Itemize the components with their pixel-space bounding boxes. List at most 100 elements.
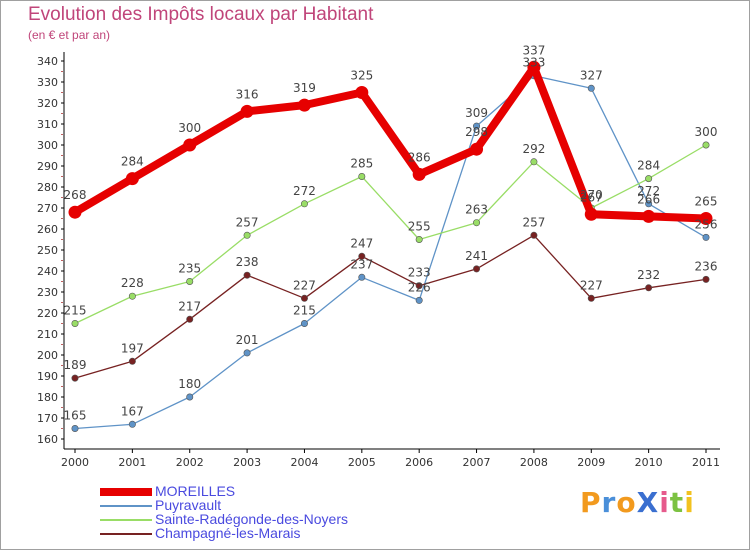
data-label-sainte-rad-gonde-des-noyers: 292 xyxy=(522,142,545,156)
y-tick-label: 200 xyxy=(37,349,58,362)
data-label-moreilles: 284 xyxy=(121,155,144,169)
data-label-champagn-les-marais: 217 xyxy=(178,299,201,313)
data-label-moreilles: 300 xyxy=(178,121,201,135)
x-tick-label: 2004 xyxy=(290,456,318,469)
data-point-moreilles xyxy=(125,172,139,186)
y-tick-label: 180 xyxy=(37,391,58,404)
data-label-sainte-rad-gonde-des-noyers: 285 xyxy=(350,157,373,171)
data-label-champagn-les-marais: 233 xyxy=(408,266,431,280)
data-point-champagn-les-marais xyxy=(415,282,423,290)
y-tick-label: 260 xyxy=(37,223,58,236)
data-point-sainte-rad-gonde-des-noyers xyxy=(415,236,423,244)
legend-label: Champagné-les-Marais xyxy=(155,525,301,541)
y-axis-ticks: 160 170 180 190 200 210 220 230 240 250 260 270 280 2… xyxy=(37,55,64,446)
data-point-champagn-les-marais xyxy=(473,265,481,273)
x-tick-label: 2011 xyxy=(692,456,720,469)
y-tick-label: 170 xyxy=(37,412,58,425)
data-label-puyravault: 272 xyxy=(637,184,660,198)
data-point-sainte-rad-gonde-des-noyers xyxy=(702,141,710,149)
data-point-puyravault xyxy=(645,200,653,208)
legend-swatch xyxy=(100,519,152,521)
data-point-champagn-les-marais xyxy=(530,231,538,239)
data-point-sainte-rad-gonde-des-noyers xyxy=(71,319,79,327)
data-point-moreilles xyxy=(412,167,426,181)
data-point-sainte-rad-gonde-des-noyers xyxy=(358,173,366,181)
data-label-sainte-rad-gonde-des-noyers: 228 xyxy=(121,276,144,290)
legend-swatch xyxy=(100,505,152,507)
data-label-champagn-les-marais: 227 xyxy=(293,278,316,292)
data-label-sainte-rad-gonde-des-noyers: 284 xyxy=(637,159,660,173)
data-point-sainte-rad-gonde-des-noyers xyxy=(530,158,538,166)
data-point-champagn-les-marais xyxy=(71,374,79,382)
y-tick-label: 310 xyxy=(37,118,58,131)
data-label-puyravault: 327 xyxy=(580,68,603,82)
legend-label: Sainte-Radégonde-des-Noyers xyxy=(155,511,348,527)
chart-title: Evolution des Impôts locaux par Habitant xyxy=(28,4,374,25)
data-label-moreilles: 267 xyxy=(580,190,603,204)
data-label-champagn-les-marais: 236 xyxy=(695,259,718,273)
legend-label: Puyravault xyxy=(155,497,222,513)
data-label-champagn-les-marais: 189 xyxy=(64,358,87,372)
data-point-moreilles xyxy=(297,98,311,112)
axes xyxy=(61,52,720,450)
data-label-moreilles: 268 xyxy=(64,188,87,202)
data-point-champagn-les-marais xyxy=(128,357,136,365)
x-tick-label: 2009 xyxy=(577,456,605,469)
data-label-moreilles: 286 xyxy=(408,150,431,164)
x-tick-label: 2002 xyxy=(176,456,204,469)
data-point-moreilles xyxy=(527,60,541,74)
data-label-moreilles: 337 xyxy=(522,43,545,57)
data-point-puyravault xyxy=(358,273,366,281)
x-axis-ticks: 2000 2001 2002 2003 2004 2005 2006 2007 2008 2009… xyxy=(61,449,720,469)
data-labels: 268 284 300 316 319 325 286 298 337 267 266 265 165 1… xyxy=(64,43,718,422)
data-point-sainte-rad-gonde-des-noyers xyxy=(128,292,136,300)
data-label-sainte-rad-gonde-des-noyers: 235 xyxy=(178,262,201,276)
data-point-puyravault xyxy=(415,296,423,304)
data-point-sainte-rad-gonde-des-noyers xyxy=(186,277,194,285)
data-label-sainte-rad-gonde-des-noyers: 270 xyxy=(580,188,603,202)
data-point-sainte-rad-gonde-des-noyers xyxy=(243,231,251,239)
y-tick-label: 160 xyxy=(37,433,58,446)
data-label-puyravault: 180 xyxy=(178,377,201,391)
x-tick-label: 2008 xyxy=(520,456,548,469)
x-tick-label: 2001 xyxy=(118,456,146,469)
data-point-sainte-rad-gonde-des-noyers xyxy=(645,175,653,183)
data-point-moreilles xyxy=(355,86,369,99)
data-label-sainte-rad-gonde-des-noyers: 215 xyxy=(64,304,87,318)
data-label-moreilles: 265 xyxy=(695,195,718,209)
series-group xyxy=(68,60,713,432)
data-label-sainte-rad-gonde-des-noyers: 300 xyxy=(695,125,718,139)
y-tick-label: 210 xyxy=(37,328,58,341)
data-label-champagn-les-marais: 238 xyxy=(236,255,259,269)
y-tick-label: 340 xyxy=(37,55,58,68)
data-point-moreilles xyxy=(699,212,713,225)
data-point-moreilles xyxy=(470,142,484,156)
y-tick-label: 300 xyxy=(37,139,58,152)
data-point-champagn-les-marais xyxy=(186,315,194,323)
y-tick-label: 240 xyxy=(37,265,58,278)
series-line-puyravault xyxy=(74,75,707,430)
data-label-sainte-rad-gonde-des-noyers: 257 xyxy=(236,215,259,229)
data-label-moreilles: 319 xyxy=(293,81,316,95)
data-point-moreilles xyxy=(240,104,254,118)
data-label-puyravault: 201 xyxy=(236,333,259,347)
data-label-sainte-rad-gonde-des-noyers: 272 xyxy=(293,184,316,198)
y-tick-label: 250 xyxy=(37,244,58,257)
data-point-puyravault xyxy=(186,393,194,401)
data-label-puyravault: 256 xyxy=(695,217,718,231)
data-point-puyravault xyxy=(128,420,136,428)
data-label-puyravault: 237 xyxy=(350,257,373,271)
data-label-puyravault: 309 xyxy=(465,106,488,120)
y-tick-label: 320 xyxy=(37,97,58,110)
data-label-puyravault: 165 xyxy=(64,409,87,423)
data-point-puyravault xyxy=(243,349,251,357)
data-point-moreilles xyxy=(642,209,656,223)
data-point-moreilles xyxy=(183,138,197,152)
data-point-puyravault xyxy=(473,122,481,130)
data-label-moreilles: 316 xyxy=(236,87,259,101)
legend-label: MOREILLES xyxy=(155,483,236,499)
data-label-sainte-rad-gonde-des-noyers: 263 xyxy=(465,203,488,217)
data-label-moreilles: 266 xyxy=(637,192,660,206)
